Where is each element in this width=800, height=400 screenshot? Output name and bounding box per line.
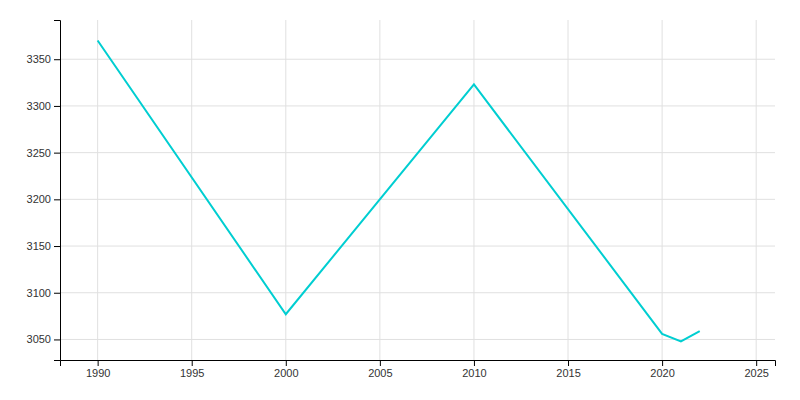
grid-line: [60, 292, 775, 293]
chart-svg: 1990 1995 2000 2005 2010 2015 2020 2025 3050 3100…: [0, 0, 800, 400]
plot-area: 1990 1995 2000 2005 2010 2015 2020 2025 3050 3100…: [27, 20, 776, 379]
y-axis: 3050 3100 3150 3200 3250 3300 3350: [27, 21, 61, 361]
tick-label: 3200: [27, 193, 51, 205]
tick: 3250: [27, 147, 60, 159]
grid: [60, 20, 775, 360]
x-axis: 1990 1995 2000 2005 2010 2015 2020 2025: [61, 360, 776, 379]
line: [98, 41, 700, 342]
tick-label: 1995: [180, 367, 204, 379]
tick-mark: [54, 339, 60, 340]
tick: 3100: [27, 287, 60, 299]
tick: 3050: [27, 333, 60, 345]
tick-mark: [380, 360, 381, 366]
marks: [98, 41, 700, 342]
axis-line: [54, 21, 61, 361]
tick-mark: [568, 360, 569, 366]
tick: 2025: [744, 360, 768, 379]
tick-mark: [54, 106, 60, 107]
tick-label: 2005: [368, 367, 392, 379]
tick: 3300: [27, 100, 60, 112]
tick-mark: [54, 59, 60, 60]
tick: 1990: [86, 360, 110, 379]
tick: 3350: [27, 53, 60, 65]
axis-line: [61, 361, 776, 367]
grid-line: [379, 20, 380, 360]
grid-line: [60, 59, 775, 60]
grid-line: [568, 20, 569, 360]
tick: 3150: [27, 240, 60, 252]
tick: 1995: [180, 360, 204, 379]
tick-label: 2010: [462, 367, 486, 379]
tick-mark: [756, 360, 757, 366]
tick-label: 2020: [650, 367, 674, 379]
tick-label: 3350: [27, 53, 51, 65]
tick-mark: [98, 360, 99, 366]
tick-label: 2000: [274, 367, 298, 379]
grid-line: [191, 20, 192, 360]
chart-container: 1990 1995 2000 2005 2010 2015 2020 2025 3050 3100…: [0, 0, 800, 400]
tick-mark: [662, 360, 663, 366]
grid-line: [60, 105, 775, 106]
grid-line: [60, 339, 775, 340]
tick-mark: [192, 360, 193, 366]
tick-label: 3050: [27, 333, 51, 345]
tick: 3200: [27, 193, 60, 205]
tick: 2010: [462, 360, 486, 379]
grid-line: [60, 246, 775, 247]
tick-label: 1990: [86, 367, 110, 379]
tick: 2005: [368, 360, 392, 379]
tick-label: 3150: [27, 240, 51, 252]
grid-line: [285, 20, 286, 360]
tick: 2000: [274, 360, 298, 379]
tick-mark: [474, 360, 475, 366]
tick-mark: [54, 246, 60, 247]
tick: 2015: [556, 360, 580, 379]
grid-line: [756, 20, 757, 360]
tick: 2020: [650, 360, 674, 379]
grid-line: [473, 20, 474, 360]
tick-label: 3250: [27, 147, 51, 159]
grid-line: [662, 20, 663, 360]
tick-mark: [286, 360, 287, 366]
grid-line: [60, 199, 775, 200]
tick-mark: [54, 153, 60, 154]
grid-line: [97, 20, 98, 360]
tick-label: 2015: [556, 367, 580, 379]
tick-mark: [54, 293, 60, 294]
tick-label: 3300: [27, 100, 51, 112]
tick-mark: [54, 199, 60, 200]
tick-label: 2025: [744, 367, 768, 379]
tick-label: 3100: [27, 287, 51, 299]
